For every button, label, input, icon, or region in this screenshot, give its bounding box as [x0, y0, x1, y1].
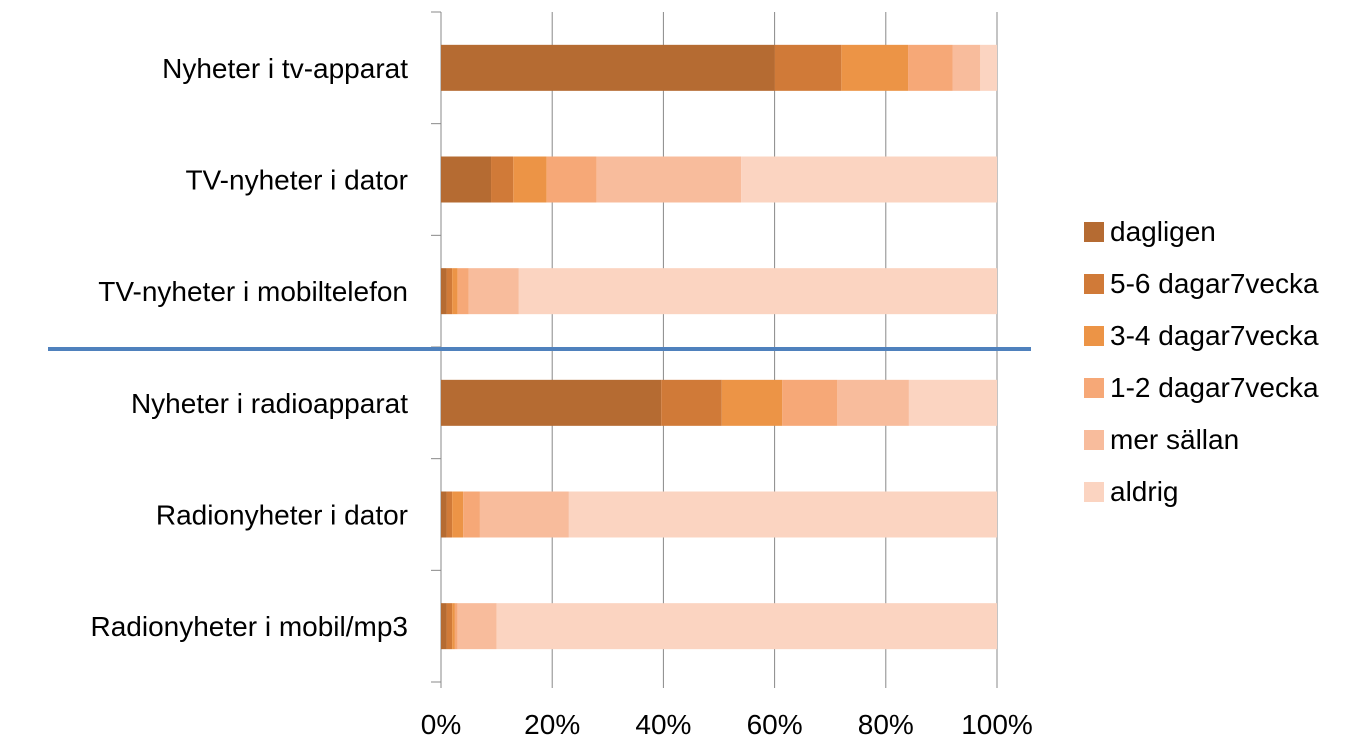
- bar-segment: [908, 379, 997, 426]
- bar-segment: [661, 379, 722, 426]
- bar-segment: [446, 268, 453, 315]
- x-tick-label: 100%: [961, 709, 1033, 740]
- bar-segment: [491, 156, 514, 203]
- bar-segment: [446, 603, 453, 650]
- category-labels: Nyheter i tv-apparat TV-nyheter i dator TV…: [91, 53, 409, 642]
- legend-swatch: [1084, 222, 1104, 242]
- bar-segment: [441, 268, 447, 315]
- bar-segment: [774, 44, 842, 91]
- bar-segment: [546, 156, 597, 203]
- category-label: Nyheter i tv-apparat: [162, 53, 408, 84]
- bar-segment: [441, 491, 447, 538]
- bar-segment: [457, 268, 469, 315]
- bar-segment: [441, 156, 492, 203]
- x-tick-label: 40%: [635, 709, 691, 740]
- legend-swatch: [1084, 482, 1104, 502]
- legend-label: 3-4 dagar7vecka: [1110, 320, 1319, 351]
- x-tick-label: 80%: [858, 709, 914, 740]
- legend-swatch: [1084, 274, 1104, 294]
- bar-segment: [721, 379, 783, 426]
- bar-segment: [596, 156, 742, 203]
- bar-segment: [841, 44, 909, 91]
- legend-swatch: [1084, 378, 1104, 398]
- bar-segment: [513, 156, 547, 203]
- x-tick-label: 20%: [524, 709, 580, 740]
- category-label: Radionyheter i mobil/mp3: [91, 611, 409, 642]
- bars-layer: [441, 44, 997, 650]
- bar-segment: [441, 44, 775, 91]
- legend-swatch: [1084, 326, 1104, 346]
- category-label: TV-nyheter i dator: [185, 165, 408, 196]
- bar-segment: [441, 379, 662, 426]
- legend-label: 5-6 dagar7vecka: [1110, 268, 1319, 299]
- bar-segment: [952, 44, 981, 91]
- bar-segment: [452, 491, 464, 538]
- bar-segment: [454, 603, 458, 650]
- bar-segment: [441, 603, 447, 650]
- bar-segment: [457, 603, 497, 650]
- category-label: TV-nyheter i mobiltelefon: [98, 276, 408, 307]
- legend-label: 1-2 dagar7vecka: [1110, 372, 1319, 403]
- bar-segment: [496, 603, 997, 650]
- bar-segment: [741, 156, 997, 203]
- bar-segment: [468, 268, 519, 315]
- legend-label: aldrig: [1110, 476, 1178, 507]
- x-tick-label: 0%: [421, 709, 461, 740]
- bar-segment: [782, 379, 838, 426]
- legend: dagligen 5-6 dagar7vecka 3-4 dagar7vecka 1-…: [1084, 216, 1319, 507]
- bar-segment: [463, 491, 480, 538]
- x-tick-labels: 0% 20% 40% 60% 80% 100%: [421, 709, 1033, 740]
- legend-label: mer sällan: [1110, 424, 1239, 455]
- bar-segment: [446, 491, 453, 538]
- bar-segment: [837, 379, 909, 426]
- bar-segment: [452, 603, 455, 650]
- category-label: Nyheter i radioapparat: [131, 388, 408, 419]
- bar-segment: [452, 268, 458, 315]
- bar-segment: [518, 268, 997, 315]
- x-tick-label: 60%: [747, 709, 803, 740]
- bar-segment: [479, 491, 569, 538]
- category-label: Radionyheter i dator: [156, 500, 408, 531]
- bar-segment: [980, 44, 997, 91]
- legend-label: dagligen: [1110, 216, 1216, 247]
- bar-segment: [568, 491, 997, 538]
- legend-swatch: [1084, 430, 1104, 450]
- bar-segment: [908, 44, 953, 91]
